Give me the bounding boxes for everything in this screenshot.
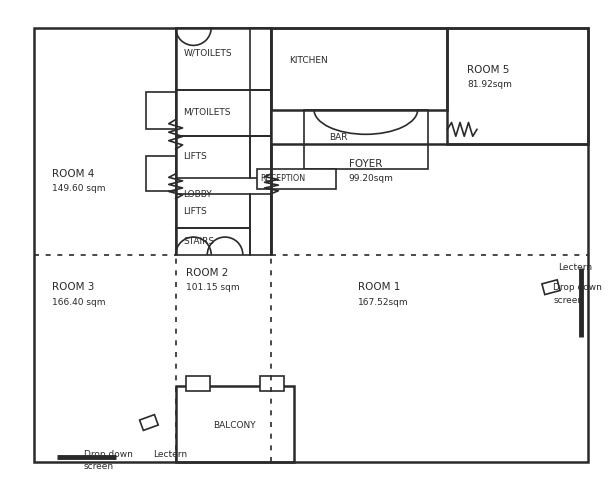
Text: ROOM 5: ROOM 5	[467, 65, 509, 75]
Bar	[304, 110, 428, 169]
Bar	[176, 194, 249, 228]
Text: Drop down: Drop down	[553, 283, 602, 292]
Text: ROOM 4: ROOM 4	[52, 169, 94, 179]
Bar	[249, 194, 272, 255]
Text: ROOM 1: ROOM 1	[359, 283, 401, 292]
Text: BALCONY: BALCONY	[214, 421, 256, 430]
Bar	[140, 414, 158, 430]
Text: LOBBY: LOBBY	[184, 190, 213, 199]
Bar	[176, 386, 294, 462]
Bar	[146, 156, 176, 191]
Bar	[272, 28, 447, 110]
Bar	[146, 92, 176, 129]
Text: STAIRS: STAIRS	[184, 237, 215, 245]
Bar	[249, 28, 272, 90]
Text: ROOM 2: ROOM 2	[185, 268, 228, 278]
Text: Drop down: Drop down	[84, 450, 132, 459]
Text: KITCHEN: KITCHEN	[290, 56, 328, 65]
Text: screen: screen	[84, 462, 114, 471]
Text: LIFTS: LIFTS	[184, 207, 208, 216]
Bar	[447, 28, 588, 144]
Text: M/TOILETS: M/TOILETS	[184, 107, 231, 116]
Bar	[259, 376, 285, 391]
Text: 149.60 sqm: 149.60 sqm	[52, 184, 106, 193]
Text: FOYER: FOYER	[349, 159, 382, 169]
Text: W/TOILETS: W/TOILETS	[184, 49, 232, 58]
Bar	[542, 280, 560, 295]
Text: ROOM 3: ROOM 3	[52, 283, 94, 292]
Text: Lectern: Lectern	[153, 450, 187, 459]
Bar	[249, 136, 272, 178]
Text: LIFTS: LIFTS	[184, 152, 208, 160]
Bar	[249, 90, 272, 136]
Text: screen: screen	[553, 296, 583, 305]
Text: Lectern: Lectern	[558, 263, 592, 272]
Bar	[185, 376, 210, 391]
Bar	[176, 90, 272, 136]
Text: RECEPTION: RECEPTION	[261, 174, 306, 183]
Text: 81.92sqm: 81.92sqm	[467, 81, 512, 89]
Text: 101.15 sqm: 101.15 sqm	[185, 283, 239, 292]
Text: 166.40 sqm: 166.40 sqm	[52, 298, 106, 307]
Text: BAR: BAR	[329, 133, 347, 142]
Bar	[176, 228, 249, 255]
Text: 99.20sqm: 99.20sqm	[349, 174, 394, 183]
Bar	[176, 28, 272, 90]
Bar	[257, 169, 336, 189]
Bar	[176, 136, 249, 178]
Text: 167.52sqm: 167.52sqm	[359, 298, 409, 307]
